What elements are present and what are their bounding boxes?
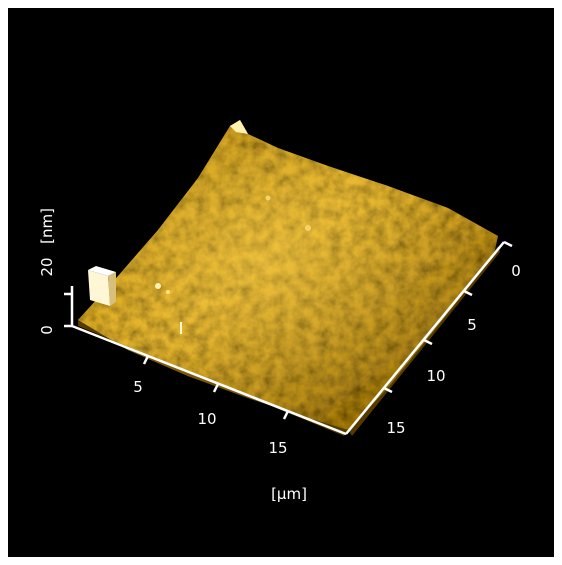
x-tick-5: 5 (133, 378, 143, 396)
y-tick-10: 10 (426, 367, 445, 385)
z-axis-unit-label: [nm] (38, 208, 56, 244)
spike-feature (88, 266, 116, 306)
z-tick-20: 20 (38, 257, 56, 276)
y-tick-5: 5 (467, 316, 477, 334)
surface-topography (78, 120, 500, 436)
x-axis-line (71, 324, 347, 436)
x-tick-10: 10 (197, 410, 216, 428)
y-tick-15: 15 (386, 419, 405, 437)
afm-surface-plot: [nm] 20 0 5 10 15 [µm] 0 5 10 15 (38, 120, 521, 503)
afm-image-panel: [nm] 20 0 5 10 15 [µm] 0 5 10 15 (8, 8, 554, 557)
z-tick-0: 0 (38, 325, 56, 335)
x-axis-unit-label: [µm] (271, 485, 307, 503)
y-tick-0: 0 (511, 262, 521, 280)
axes (64, 240, 513, 436)
x-tick-15: 15 (268, 439, 287, 457)
y-axis-line (345, 241, 505, 435)
